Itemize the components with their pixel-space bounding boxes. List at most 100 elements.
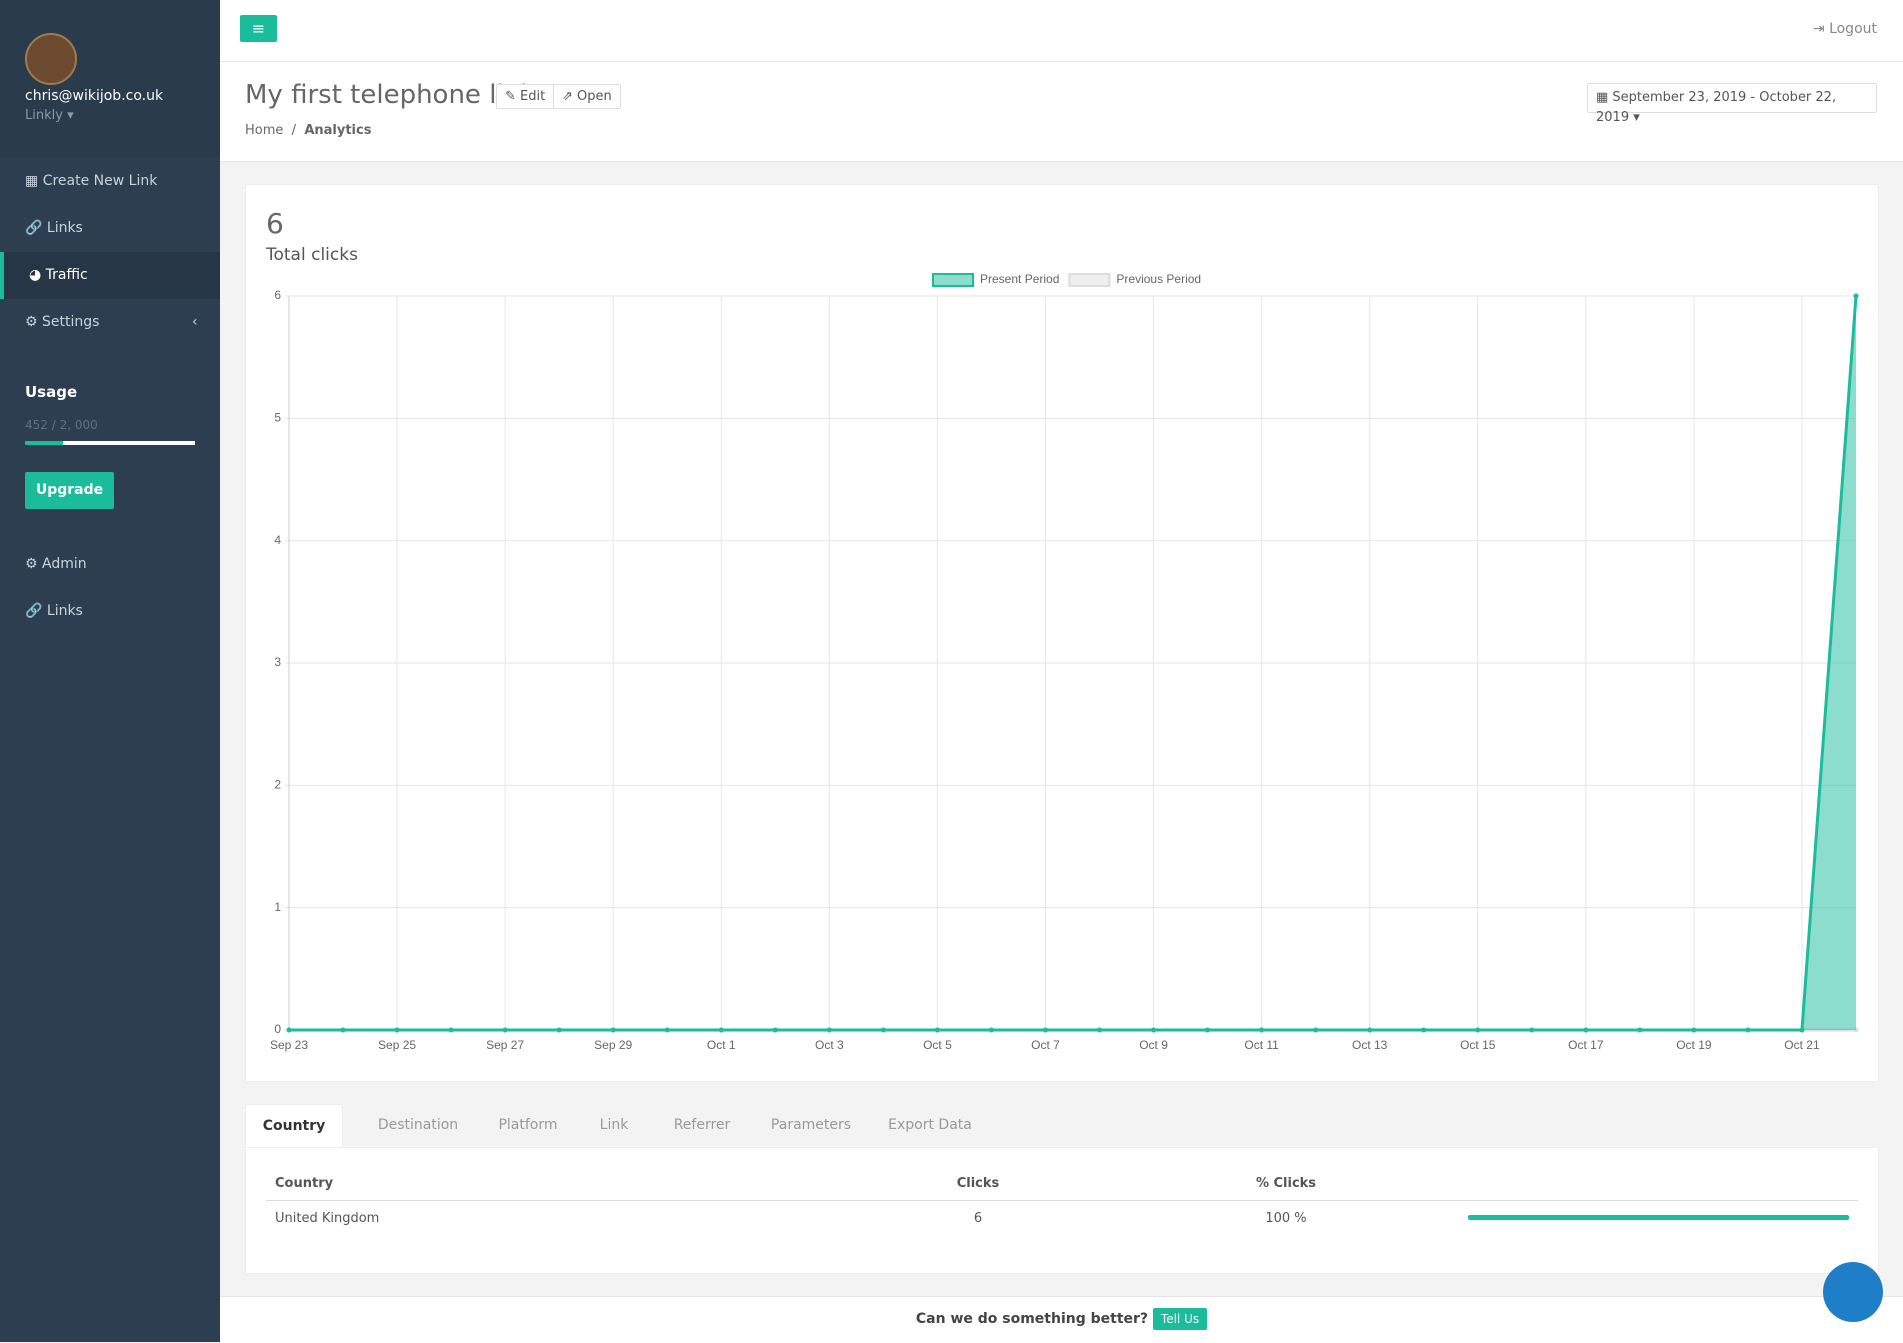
x-tick-label: Sep 25 — [378, 1038, 416, 1052]
point — [1042, 1027, 1048, 1033]
x-tick-label: Oct 19 — [1676, 1038, 1712, 1052]
x-tick-label: Sep 27 — [486, 1038, 524, 1052]
tab[interactable]: Link — [599, 1117, 629, 1133]
chat-bubble[interactable] — [1823, 1262, 1883, 1322]
menu-item[interactable]: ⚙ Admin — [25, 556, 87, 572]
td: 6 — [973, 1211, 983, 1226]
edit-button[interactable]: ✎ Edit — [496, 84, 555, 109]
label: Logout — [1829, 21, 1877, 37]
tab[interactable]: Referrer — [673, 1117, 731, 1133]
point — [1475, 1027, 1481, 1033]
menu-toggle[interactable]: ≡ — [240, 15, 277, 42]
email: chris@wikijob.co.uk — [25, 88, 164, 104]
crumb: Analytics — [304, 123, 372, 138]
y-tick-label: 3 — [274, 655, 281, 669]
breadcrumb: Home / Analytics — [245, 123, 372, 138]
point — [772, 1027, 778, 1033]
label: Links — [46, 603, 83, 619]
x-tick-label: Sep 29 — [594, 1038, 632, 1052]
point — [718, 1027, 724, 1033]
chart-card: 6 Total clicks 0 1 2 3 4 5 6 Sep 23 Sep 25 Sep 27… — [245, 184, 1879, 1082]
menu-item[interactable]: 🔗 Links — [25, 220, 83, 236]
chart: 0 1 2 3 4 5 6 Sep 23 Sep 25 Sep 27 Sep 29 Oct 1 Oct … — [270, 272, 1859, 1052]
point — [1259, 1027, 1265, 1033]
x-tick-label: Oct 21 — [1784, 1038, 1820, 1052]
label: September 23, 2019 - October 22, 2019 — [1596, 90, 1837, 125]
point — [286, 1027, 292, 1033]
point — [556, 1027, 562, 1033]
point — [448, 1027, 454, 1033]
tab[interactable]: Platform — [498, 1117, 558, 1133]
tab[interactable]: Country — [245, 1104, 343, 1148]
crumb[interactable]: Home — [245, 123, 284, 138]
tab[interactable]: Destination — [377, 1117, 459, 1133]
y-tick-label: 5 — [274, 411, 281, 425]
x-tick-label: Oct 3 — [815, 1038, 844, 1052]
label: Admin — [42, 556, 87, 572]
point — [1637, 1027, 1643, 1033]
label: Create New Link — [42, 173, 158, 189]
table-card: Country Clicks % Clicks United Kingdom 6… — [245, 1147, 1879, 1274]
usage-track — [25, 441, 195, 445]
header — [220, 0, 1903, 162]
menu-item[interactable]: ◕ Traffic — [29, 267, 88, 283]
point — [826, 1027, 832, 1033]
point — [1691, 1027, 1697, 1033]
point — [1205, 1027, 1211, 1033]
point — [610, 1027, 616, 1033]
x-tick-label: Oct 17 — [1568, 1038, 1604, 1052]
td: United Kingdom — [275, 1211, 380, 1226]
menu-item[interactable]: ⚙ Settings ‹ — [25, 314, 198, 330]
divider — [220, 61, 1903, 62]
legend-swatch — [932, 273, 974, 287]
y-tick-label: 1 — [274, 900, 281, 914]
x-tick-label: Oct 11 — [1244, 1038, 1279, 1052]
tab[interactable]: Parameters — [770, 1117, 852, 1133]
x-tick-label: Oct 15 — [1460, 1038, 1496, 1052]
legend-label: Present Period — [980, 272, 1059, 286]
point — [502, 1027, 508, 1033]
label: Open — [577, 89, 612, 104]
th: % Clicks — [1255, 1176, 1317, 1191]
point — [664, 1027, 670, 1033]
date-picker[interactable]: ▦ September 23, 2019 - October 22, 2019 … — [1587, 83, 1877, 125]
question: Can we do something better? — [915, 1311, 1149, 1327]
tell-us-button[interactable]: Tell Us — [1152, 1308, 1208, 1330]
open-button[interactable]: ⇗ Open — [553, 84, 621, 109]
upgrade-button[interactable]: Upgrade — [25, 472, 114, 509]
total-label: Total clicks — [266, 245, 358, 265]
logout[interactable]: ⇥ Logout — [1812, 21, 1877, 37]
label: Traffic — [45, 267, 88, 283]
point — [1799, 1027, 1805, 1033]
label: Edit — [520, 89, 546, 104]
label: Settings — [42, 314, 100, 330]
point — [1151, 1027, 1157, 1033]
divider — [266, 1200, 1858, 1201]
menu-item[interactable]: 🔗 Links — [25, 603, 83, 619]
point — [1421, 1027, 1427, 1033]
point — [1745, 1027, 1751, 1033]
x-tick-label: Oct 1 — [707, 1038, 736, 1052]
usage-fill — [25, 441, 63, 445]
point — [1097, 1027, 1103, 1033]
point — [1313, 1027, 1319, 1033]
point — [394, 1027, 400, 1033]
point — [988, 1027, 994, 1033]
td: 100 % — [1265, 1211, 1307, 1226]
y-tick-label: 2 — [274, 778, 281, 792]
account-name: Linkly — [25, 108, 63, 123]
label: Links — [46, 220, 83, 236]
footer: Can we do something better? Tell Us — [220, 1296, 1903, 1343]
legend-label: Previous Period — [1116, 272, 1201, 286]
menu-item[interactable]: ▦ Create New Link — [25, 173, 158, 189]
avatar[interactable] — [25, 33, 77, 85]
x-tick-label: Oct 5 — [923, 1038, 952, 1052]
profile-panel — [0, 0, 220, 158]
y-tick-label: 4 — [274, 533, 281, 547]
th: Clicks — [956, 1176, 1000, 1191]
tab[interactable]: Export Data — [888, 1117, 972, 1133]
active-item — [0, 252, 220, 299]
account[interactable]: Linkly ▾ — [25, 108, 74, 123]
usage-title: Usage — [25, 383, 78, 401]
x-tick-label: Oct 9 — [1139, 1038, 1168, 1052]
